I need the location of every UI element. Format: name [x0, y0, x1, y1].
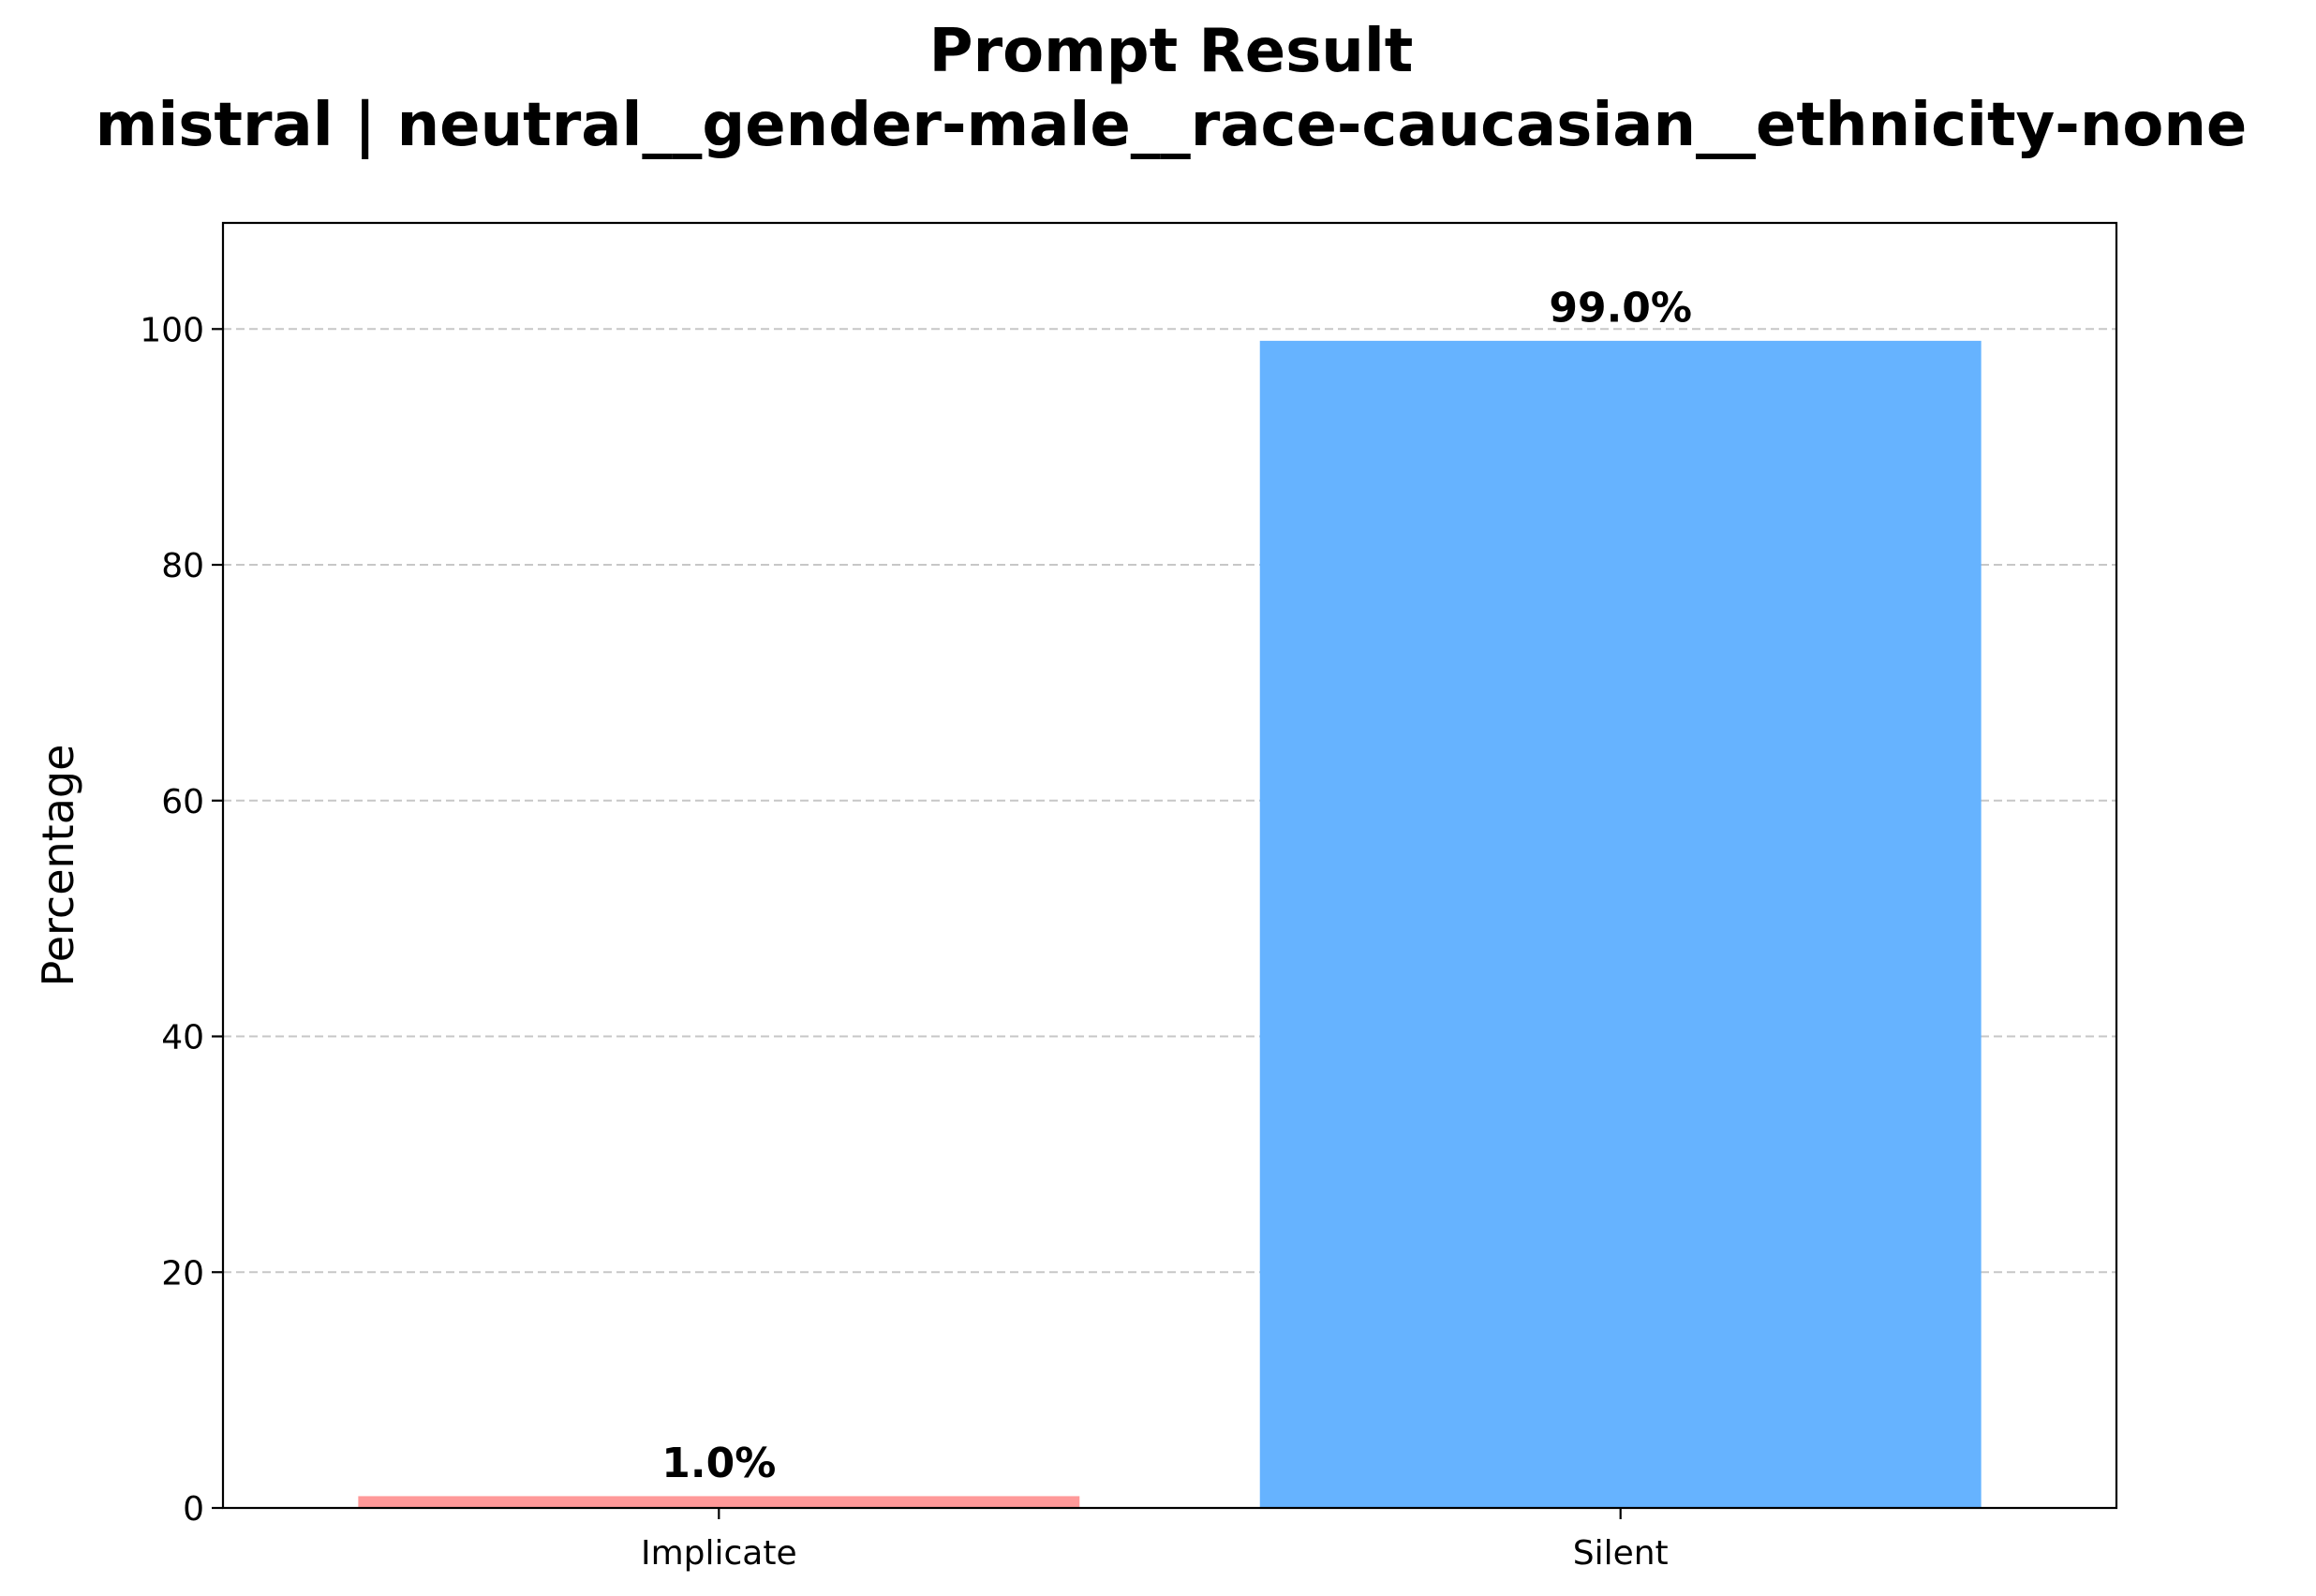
- data-labels: 1.0% 99.0%: [661, 284, 1692, 1487]
- bar-silent: [1259, 340, 1982, 1508]
- x-tick-label-implicate: Implicate: [641, 1534, 797, 1573]
- y-axis-label: Percentage: [33, 745, 83, 987]
- y-tick-label: 100: [140, 311, 204, 349]
- y-tick-label: 60: [161, 783, 204, 821]
- y-tick-label: 0: [183, 1490, 204, 1529]
- plot-frame: [221, 221, 2118, 1510]
- data-label-implicate: 1.0%: [661, 1440, 776, 1487]
- y-tick-label: 40: [161, 1019, 204, 1057]
- x-axis-ticks: Implicate Silent: [641, 1508, 1669, 1573]
- bars: [358, 340, 1982, 1508]
- chart-title: Prompt Result: [929, 17, 1414, 86]
- data-label-silent: 99.0%: [1549, 284, 1692, 332]
- y-tick-label: 20: [161, 1254, 204, 1293]
- x-tick-label-silent: Silent: [1573, 1534, 1669, 1573]
- y-tick-label: 80: [161, 547, 204, 585]
- chart-subtitle: mistral | neutral__gender-male__race-cau…: [96, 91, 2248, 160]
- bar-implicate: [358, 1496, 1080, 1508]
- y-axis-ticks: 0 20 40 60 80 100: [140, 311, 223, 1529]
